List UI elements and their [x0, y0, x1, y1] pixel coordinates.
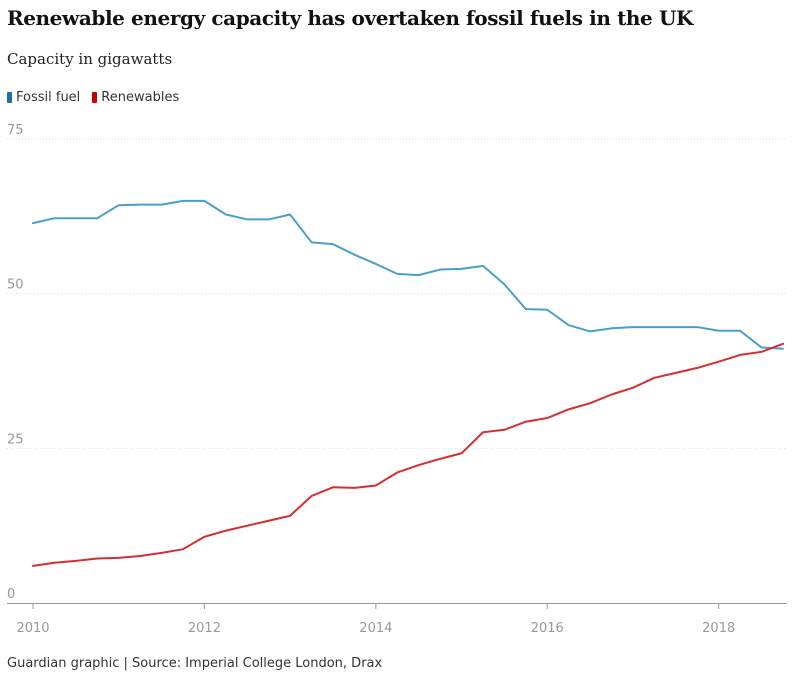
line-chart: 0 25 50 75 2010 2012 2014 2016 2018 — [7, 123, 787, 636]
legend-swatch-fossil-fuel — [7, 92, 12, 103]
y-tick-label-25: 25 — [7, 432, 24, 447]
y-tick-label-0: 0 — [7, 587, 15, 602]
series-line-renewables — [32, 342, 784, 567]
y-tick-label-75: 75 — [7, 123, 24, 138]
legend-item-renewables: Renewables — [92, 90, 179, 105]
x-tick-label-2010: 2010 — [16, 621, 49, 636]
legend-item-fossil-fuel: Fossil fuel — [7, 90, 80, 105]
legend: Fossil fuel Renewables — [7, 90, 191, 105]
source-footer: Guardian graphic | Source: Imperial Coll… — [7, 656, 383, 671]
chart-title: Renewable energy capacity has overtaken … — [7, 6, 693, 30]
series-line-fossil-fuel — [32, 199, 784, 350]
x-tick-label-2012: 2012 — [188, 621, 221, 636]
y-tick-label-50: 50 — [7, 278, 24, 293]
x-tick-label-2016: 2016 — [531, 621, 564, 636]
x-tick-label-2014: 2014 — [359, 621, 392, 636]
chart-subtitle: Capacity in gigawatts — [7, 50, 173, 68]
legend-label-fossil-fuel: Fossil fuel — [16, 90, 81, 105]
legend-swatch-renewables — [92, 92, 98, 103]
legend-label-renewables: Renewables — [101, 90, 180, 105]
x-tick-label-2018: 2018 — [702, 621, 735, 636]
